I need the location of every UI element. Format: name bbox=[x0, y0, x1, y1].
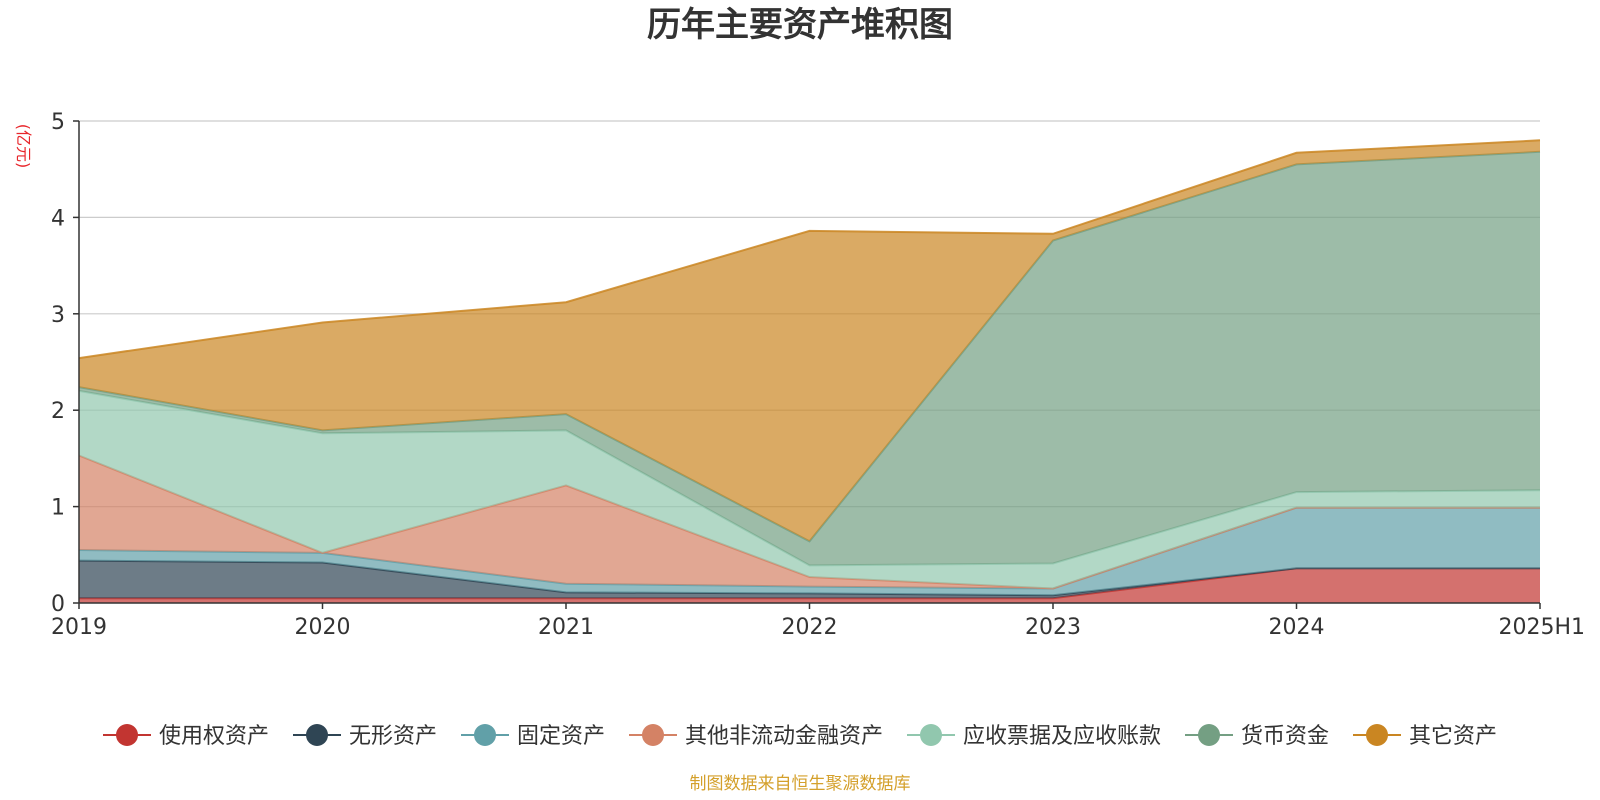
area-其他非流动金融资产 bbox=[79, 455, 1540, 589]
x-tick-label: 2023 bbox=[1025, 615, 1081, 640]
x-tick-label: 2021 bbox=[538, 615, 594, 640]
legend-label: 固定资产 bbox=[517, 724, 605, 749]
legend-circle-icon bbox=[920, 724, 942, 746]
y-tick-label: 5 bbox=[51, 110, 65, 135]
legend-circle-icon bbox=[1198, 724, 1220, 746]
legend-label: 无形资产 bbox=[349, 724, 437, 749]
legend-item[interactable]: 货币资金 bbox=[1185, 724, 1329, 749]
area-无形资产 bbox=[79, 560, 1540, 599]
area-应收票据及应收账款 bbox=[79, 390, 1540, 589]
y-unit-label: (亿元) bbox=[14, 124, 33, 169]
legend-label: 使用权资产 bbox=[159, 724, 269, 749]
legend-item[interactable]: 固定资产 bbox=[461, 724, 605, 749]
legend-circle-icon bbox=[116, 724, 138, 746]
y-tick-label: 0 bbox=[51, 592, 65, 617]
legend-label: 其他非流动金融资产 bbox=[685, 724, 883, 749]
legend: 使用权资产 无形资产 固定资产 其他非流动金融资产 应收票据及应收账款 货币资金 其它资产 bbox=[103, 724, 1497, 749]
axes: 0 1 2 3 4 5 2019 2020 2021 2022 2023 2024 2025H1 bbox=[51, 110, 1585, 640]
legend-item[interactable]: 无形资产 bbox=[293, 724, 437, 749]
chart-title: 历年主要资产堆积图 bbox=[647, 5, 953, 45]
x-tick-label: 2022 bbox=[782, 615, 838, 640]
legend-circle-icon bbox=[474, 724, 496, 746]
legend-circle-icon bbox=[642, 724, 664, 746]
x-tick-label: 2020 bbox=[295, 615, 351, 640]
legend-item[interactable]: 其它资产 bbox=[1353, 724, 1497, 749]
area-其它资产 bbox=[79, 140, 1540, 542]
y-tick-label: 1 bbox=[51, 496, 65, 521]
x-tick-label: 2019 bbox=[51, 615, 107, 640]
legend-circle-icon bbox=[1366, 724, 1388, 746]
legend-item[interactable]: 应收票据及应收账款 bbox=[907, 724, 1161, 749]
data-source-note: 制图数据来自恒生聚源数据库 bbox=[690, 774, 911, 794]
legend-circle-icon bbox=[306, 724, 328, 746]
legend-label: 应收票据及应收账款 bbox=[963, 724, 1161, 749]
area-固定资产 bbox=[79, 507, 1540, 596]
area-货币资金 bbox=[79, 151, 1540, 566]
legend-label: 货币资金 bbox=[1241, 724, 1329, 749]
x-tick-label: 2024 bbox=[1269, 615, 1325, 640]
x-tick-label: 2025H1 bbox=[1498, 615, 1585, 640]
legend-item[interactable]: 其他非流动金融资产 bbox=[629, 724, 883, 749]
legend-label: 其它资产 bbox=[1409, 724, 1497, 749]
y-tick-label: 2 bbox=[51, 399, 65, 424]
legend-item[interactable]: 使用权资产 bbox=[103, 724, 269, 749]
area-series bbox=[78, 139, 1541, 603]
area-line-其它资产 bbox=[78, 139, 1541, 360]
area-使用权资产 bbox=[79, 568, 1540, 603]
y-tick-label: 3 bbox=[51, 303, 65, 328]
y-tick-label: 4 bbox=[51, 206, 65, 231]
